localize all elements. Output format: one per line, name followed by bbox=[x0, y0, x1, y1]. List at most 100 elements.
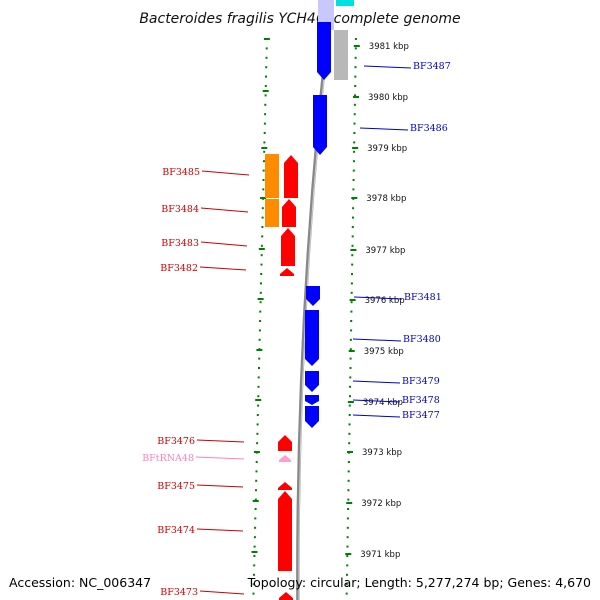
ruler-dot bbox=[254, 498, 257, 501]
ruler-dot bbox=[254, 508, 257, 510]
ruler-dot bbox=[253, 545, 256, 548]
ruler-dot bbox=[350, 310, 353, 313]
gene-bf3482-arrow[interactable] bbox=[280, 268, 294, 276]
ruler-dot bbox=[262, 179, 265, 181]
gene-bf3484-arrow[interactable] bbox=[282, 199, 296, 227]
gene-label-bf3476[interactable]: BF3476 bbox=[157, 436, 195, 447]
gene-bf3487-arrow[interactable] bbox=[317, 22, 331, 80]
gene-bf3475-arrow[interactable] bbox=[278, 482, 292, 490]
ruler-major-tick bbox=[347, 401, 354, 403]
kbp-tick-label: 3975 kbp bbox=[364, 347, 404, 357]
ruler-dot bbox=[263, 150, 266, 153]
ruler-dot bbox=[264, 94, 267, 97]
ruler-dot bbox=[346, 555, 349, 557]
gene-label-bf3477[interactable]: BF3477 bbox=[402, 410, 440, 421]
gene-bf3483-arrow[interactable] bbox=[281, 228, 295, 266]
ruler-dot bbox=[260, 263, 263, 266]
gene-label-bf3483[interactable]: BF3483 bbox=[161, 238, 199, 249]
ruler-dot bbox=[354, 94, 356, 97]
gene-label-bf3473[interactable]: BF3473 bbox=[160, 587, 198, 598]
gene-bftrna48-arrow[interactable] bbox=[279, 455, 291, 462]
kbp-tick-label: 3971 kbp bbox=[360, 550, 400, 560]
gene-bf3473-arrow[interactable] bbox=[279, 592, 293, 600]
ruler-dot bbox=[253, 536, 256, 539]
gene-bf3485-cog[interactable] bbox=[265, 154, 279, 198]
map-title: Bacteroides fragilis YCH46, complete gen… bbox=[139, 11, 460, 27]
ruler-dot bbox=[354, 47, 357, 50]
gene-label-bf3478[interactable]: BF3478 bbox=[402, 395, 440, 406]
ruler-major-tick bbox=[261, 147, 268, 149]
gene-label-bf3486[interactable]: BF3486 bbox=[410, 123, 448, 134]
gene-leader-line bbox=[352, 338, 402, 342]
kbp-tick-label: 3980 kbp bbox=[368, 93, 408, 103]
ruler-major-tick bbox=[263, 38, 270, 40]
gene-bf3481-arrow[interactable] bbox=[306, 286, 320, 306]
ruler-dot bbox=[350, 282, 353, 285]
ruler-dot bbox=[350, 301, 353, 304]
gene-bf3486-arrow[interactable] bbox=[313, 95, 327, 155]
ruler-dot bbox=[354, 38, 357, 40]
ruler-dot bbox=[258, 357, 261, 360]
gene-bf3485-arrow[interactable] bbox=[284, 155, 298, 198]
ruler-dot bbox=[346, 573, 348, 576]
gene-label-bf3480[interactable]: BF3480 bbox=[403, 334, 441, 345]
ruler-dot bbox=[352, 207, 355, 210]
gene-bf3476-arrow[interactable] bbox=[278, 435, 292, 451]
ruler-dot bbox=[265, 66, 268, 69]
ruler-dot bbox=[265, 47, 268, 50]
ruler-dot bbox=[260, 254, 263, 257]
ruler-dot bbox=[258, 329, 261, 332]
ruler-dot bbox=[354, 75, 357, 78]
ruler-dot bbox=[352, 188, 355, 191]
gene-label-bf3487[interactable]: BF3487 bbox=[413, 61, 451, 72]
gene-label-bf3485[interactable]: BF3485 bbox=[162, 167, 200, 178]
ruler-dot bbox=[252, 583, 255, 586]
ruler-major-tick bbox=[257, 298, 264, 300]
ruler-dot bbox=[256, 442, 259, 445]
gene-feature-gray[interactable] bbox=[334, 30, 348, 80]
gene-label-bf3475[interactable]: BF3475 bbox=[157, 481, 195, 492]
ruler-dot bbox=[255, 479, 258, 482]
gene-bf3484-cog[interactable] bbox=[265, 199, 279, 227]
ruler-dot bbox=[258, 338, 261, 341]
ruler-dot bbox=[256, 414, 259, 416]
ruler-major-tick bbox=[252, 500, 259, 502]
gene-label-bf3481[interactable]: BF3481 bbox=[404, 292, 442, 303]
gene-bf3479-arrow[interactable] bbox=[305, 371, 319, 392]
ruler-dot bbox=[260, 282, 262, 285]
ruler-dot bbox=[261, 216, 264, 219]
ruler-major-tick bbox=[260, 197, 267, 199]
gene-label-bftrna48[interactable]: BFtRNA48 bbox=[142, 453, 194, 464]
gene-bf3474-arrow[interactable] bbox=[278, 491, 292, 571]
gene-leader-line bbox=[196, 484, 244, 488]
gene-label-bf3479[interactable]: BF3479 bbox=[402, 376, 440, 387]
gene-bf3478-arrow[interactable] bbox=[305, 395, 319, 405]
ruler-dot bbox=[252, 592, 255, 595]
ruler-major-tick bbox=[350, 249, 357, 251]
ruler-dot bbox=[354, 56, 357, 59]
ruler-dot bbox=[349, 367, 352, 369]
ruler-major-tick bbox=[351, 197, 358, 199]
kbp-tick-label: 3978 kbp bbox=[366, 194, 406, 204]
ruler-dot bbox=[255, 470, 258, 473]
ruler-dot bbox=[261, 207, 264, 210]
gene-label-bf3484[interactable]: BF3484 bbox=[161, 204, 199, 215]
gene-label-bf3482[interactable]: BF3482 bbox=[160, 263, 198, 274]
ruler-dot bbox=[346, 526, 349, 529]
ruler-dot bbox=[253, 555, 256, 557]
gene-bf3477-arrow[interactable] bbox=[305, 406, 319, 428]
ruler-dot bbox=[351, 273, 353, 275]
kbp-tick-label: 3973 kbp bbox=[362, 448, 402, 458]
ruler-dot bbox=[256, 423, 259, 426]
ruler-dot bbox=[352, 160, 355, 163]
ruler-dot bbox=[350, 320, 353, 322]
gene-bf3480-arrow[interactable] bbox=[305, 310, 319, 366]
ruler-dot bbox=[351, 226, 354, 228]
gene-label-bf3474[interactable]: BF3474 bbox=[157, 525, 195, 536]
ruler-dot bbox=[258, 367, 260, 369]
gene-leader-line bbox=[200, 207, 249, 213]
gene-feature-cyan[interactable] bbox=[336, 0, 354, 6]
ruler-major-tick bbox=[352, 147, 359, 149]
ruler-major-tick bbox=[346, 502, 353, 504]
